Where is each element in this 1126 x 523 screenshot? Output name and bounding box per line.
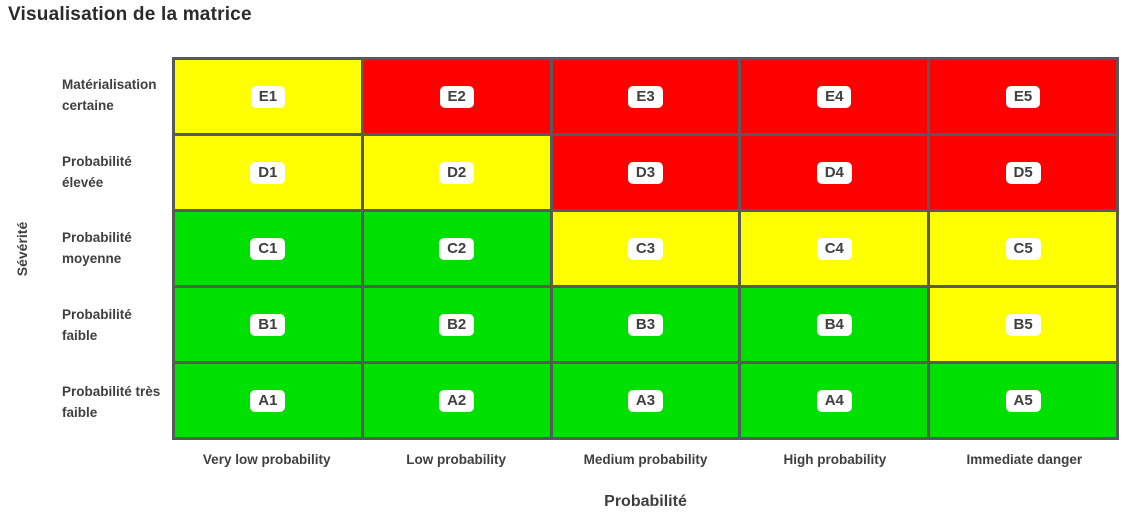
matrix-cell-A2[interactable]: A2 (363, 364, 550, 437)
matrix-cell-D2[interactable]: D2 (363, 136, 550, 209)
matrix-cell-C3[interactable]: C3 (552, 212, 739, 285)
row-label-probabilite-elevee: Probabilité élevée (62, 153, 132, 190)
matrix-cell-A1[interactable]: A1 (175, 364, 361, 437)
matrix-cell-C4[interactable]: C4 (741, 212, 928, 285)
matrix-cell-E2[interactable]: E2 (363, 60, 550, 133)
matrix-cell-B4[interactable]: B4 (741, 288, 928, 361)
row-label-materialisation-certaine: Matérialisation certaine (62, 77, 157, 114)
cell-badge-E4: E4 (817, 85, 852, 108)
matrix-cell-C1[interactable]: C1 (175, 212, 361, 285)
cell-badge-D4: D4 (816, 161, 852, 184)
matrix-cell-D4[interactable]: D4 (741, 136, 928, 209)
cell-badge-A2: A2 (439, 389, 475, 412)
x-axis-category-labels: Very low probability Low probability Med… (172, 452, 1119, 467)
cell-badge-B5: B5 (1005, 313, 1041, 336)
y-axis-category-labels: Matérialisation certaine Probabilité éle… (62, 57, 166, 440)
matrix-cell-A3[interactable]: A3 (552, 364, 739, 437)
page-title: Visualisation de la matrice (8, 4, 252, 25)
cell-badge-D5: D5 (1005, 161, 1041, 184)
cell-badge-B3: B3 (627, 313, 664, 336)
row-label-probabilite-faible: Probabilité faible (62, 307, 132, 344)
cell-badge-D3: D3 (627, 161, 664, 184)
cell-badge-C5: C5 (1005, 237, 1041, 260)
cell-badge-E3: E3 (628, 85, 663, 108)
cell-badge-A1: A1 (250, 389, 286, 412)
cell-badge-A5: A5 (1005, 389, 1041, 412)
cell-badge-A4: A4 (816, 389, 852, 412)
cell-badge-B2: B2 (439, 313, 475, 336)
risk-matrix-grid: E1 E2 E3 E4 E5 D1 D2 D3 D4 D5 C1 C2 C3 C… (172, 57, 1119, 440)
cell-badge-E2: E2 (439, 85, 474, 108)
cell-badge-E5: E5 (1005, 85, 1041, 108)
col-label-very-low-probability: Very low probability (202, 452, 331, 467)
col-label-low-probability: Low probability (406, 452, 506, 467)
matrix-cell-E4[interactable]: E4 (741, 60, 928, 133)
cell-badge-B1: B1 (250, 313, 286, 336)
col-label-high-probability: High probability (783, 452, 887, 467)
matrix-cell-B5[interactable]: B5 (930, 288, 1116, 361)
matrix-cell-C5[interactable]: C5 (930, 212, 1116, 285)
x-axis-label: Probabilité (604, 493, 687, 510)
matrix-cell-D5[interactable]: D5 (930, 136, 1116, 209)
matrix-cell-E5[interactable]: E5 (930, 60, 1116, 133)
cell-badge-D1: D1 (250, 161, 286, 184)
matrix-cell-E3[interactable]: E3 (552, 60, 739, 133)
col-label-immediate-danger: Immediate danger (966, 452, 1083, 467)
col-label-medium-probability: Medium probability (583, 452, 708, 467)
cell-badge-C2: C2 (439, 237, 475, 260)
cell-badge-B4: B4 (816, 313, 852, 336)
matrix-cell-E1[interactable]: E1 (175, 60, 361, 133)
y-axis-label: Sévérité (14, 221, 30, 277)
matrix-cell-A4[interactable]: A4 (741, 364, 928, 437)
matrix-cell-C2[interactable]: C2 (363, 212, 550, 285)
matrix-cell-B3[interactable]: B3 (552, 288, 739, 361)
cell-badge-C1: C1 (250, 237, 286, 260)
row-label-probabilite-tres-faible: Probabilité très faible (62, 383, 161, 420)
matrix-cell-B1[interactable]: B1 (175, 288, 361, 361)
matrix-cell-D3[interactable]: D3 (552, 136, 739, 209)
matrix-cell-B2[interactable]: B2 (363, 288, 550, 361)
cell-badge-C4: C4 (816, 237, 852, 260)
cell-badge-D2: D2 (439, 161, 475, 184)
matrix-cell-D1[interactable]: D1 (175, 136, 361, 209)
row-label-probabilite-moyenne: Probabilité moyenne (62, 230, 132, 267)
matrix-cell-A5[interactable]: A5 (930, 364, 1116, 437)
cell-badge-E1: E1 (250, 85, 286, 108)
cell-badge-A3: A3 (627, 389, 664, 412)
cell-badge-C3: C3 (627, 237, 664, 260)
